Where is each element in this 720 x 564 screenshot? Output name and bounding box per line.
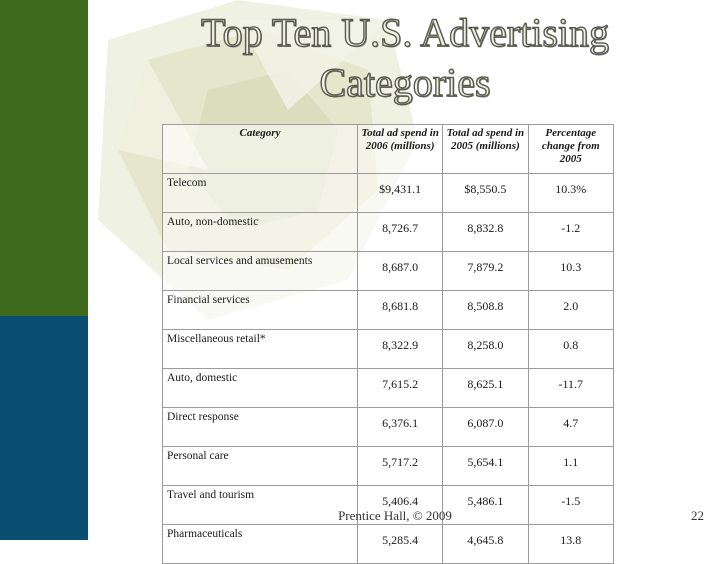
- row-category: Pharmaceuticals: [162, 524, 358, 564]
- table-row: Personal care 5,717.2 5,654.1 1.1: [162, 446, 614, 486]
- row-spend-2006: 6,376.1: [356, 407, 444, 447]
- slide-title: Top Ten U.S. Advertising Categories: [90, 8, 720, 108]
- row-category: Auto, non-domestic: [162, 212, 358, 252]
- table-row: Telecom $9,431.1 $8,550.5 10.3%: [162, 173, 614, 213]
- table-row: Auto, non-domestic 8,726.7 8,832.8 -1.2: [162, 212, 614, 252]
- ad-spend-table: Category Total ad spend in 2006 (million…: [162, 124, 614, 564]
- row-percent-change: 0.8: [527, 329, 614, 369]
- row-percent-change: 10.3%: [527, 173, 614, 213]
- row-category: Miscellaneous retail*: [162, 329, 358, 369]
- row-category: Local services and amusements: [162, 251, 358, 291]
- row-percent-change: 2.0: [527, 290, 614, 330]
- slide-title-line1: Top Ten U.S. Advertising: [200, 9, 610, 55]
- table-row: Local services and amusements 8,687.0 7,…: [162, 251, 614, 291]
- row-spend-2005: 4,645.8: [442, 524, 529, 564]
- header-spend-2006: Total ad spend in 2006 (millions): [356, 124, 444, 174]
- row-spend-2005: 8,625.1: [442, 368, 529, 408]
- table-row: Financial services 8,681.8 8,508.8 2.0: [162, 290, 614, 330]
- accent-bar-blue: [0, 316, 88, 540]
- slide-title-line2: Categories: [319, 59, 491, 105]
- row-category: Telecom: [162, 173, 358, 213]
- row-spend-2006: 8,681.8: [356, 290, 444, 330]
- row-spend-2005: 5,486.1: [442, 485, 529, 525]
- row-spend-2006: 8,687.0: [356, 251, 444, 291]
- table-row: Auto, domestic 7,615.2 8,625.1 -11.7: [162, 368, 614, 408]
- row-spend-2006: 8,322.9: [356, 329, 444, 369]
- row-spend-2005: 7,879.2: [442, 251, 529, 291]
- row-percent-change: 4.7: [527, 407, 614, 447]
- table-header-row: Category Total ad spend in 2006 (million…: [162, 124, 614, 174]
- row-spend-2005: 8,832.8: [442, 212, 529, 252]
- row-percent-change: 13.8: [527, 524, 614, 564]
- table-row: Pharmaceuticals 5,285.4 4,645.8 13.8: [162, 524, 614, 564]
- row-spend-2006: 5,285.4: [356, 524, 444, 564]
- row-percent-change: -1.5: [527, 485, 614, 525]
- row-spend-2006: 7,615.2: [356, 368, 444, 408]
- row-category: Personal care: [162, 446, 358, 486]
- accent-bar-green: [0, 0, 88, 316]
- row-spend-2005: 6,087.0: [442, 407, 529, 447]
- header-percent-change: Percentage change from 2005: [527, 124, 614, 174]
- page-number: 22: [691, 508, 704, 523]
- slide-footer: Prentice Hall, © 2009: [338, 508, 452, 523]
- ad-spend-table-container: Category Total ad spend in 2006 (million…: [162, 124, 614, 564]
- row-category: Financial services: [162, 290, 358, 330]
- header-spend-2005: Total ad spend in 2005 (millions): [442, 124, 529, 174]
- table-row: Miscellaneous retail* 8,322.9 8,258.0 0.…: [162, 329, 614, 369]
- row-spend-2005: 8,508.8: [442, 290, 529, 330]
- row-spend-2006: 8,726.7: [356, 212, 444, 252]
- row-spend-2005: 5,654.1: [442, 446, 529, 486]
- header-category: Category: [162, 124, 358, 174]
- row-spend-2005: 8,258.0: [442, 329, 529, 369]
- row-percent-change: -1.2: [527, 212, 614, 252]
- row-percent-change: 10.3: [527, 251, 614, 291]
- row-category: Direct response: [162, 407, 358, 447]
- row-category: Auto, domestic: [162, 368, 358, 408]
- row-percent-change: 1.1: [527, 446, 614, 486]
- row-spend-2005: $8,550.5: [442, 173, 529, 213]
- row-category: Travel and tourism: [162, 485, 358, 525]
- row-spend-2006: 5,717.2: [356, 446, 444, 486]
- row-spend-2006: 5,406.4: [356, 485, 444, 525]
- row-percent-change: -11.7: [527, 368, 614, 408]
- table-row: Travel and tourism 5,406.4 5,486.1 -1.5: [162, 485, 614, 525]
- row-spend-2006: $9,431.1: [356, 173, 444, 213]
- table-row: Direct response 6,376.1 6,087.0 4.7: [162, 407, 614, 447]
